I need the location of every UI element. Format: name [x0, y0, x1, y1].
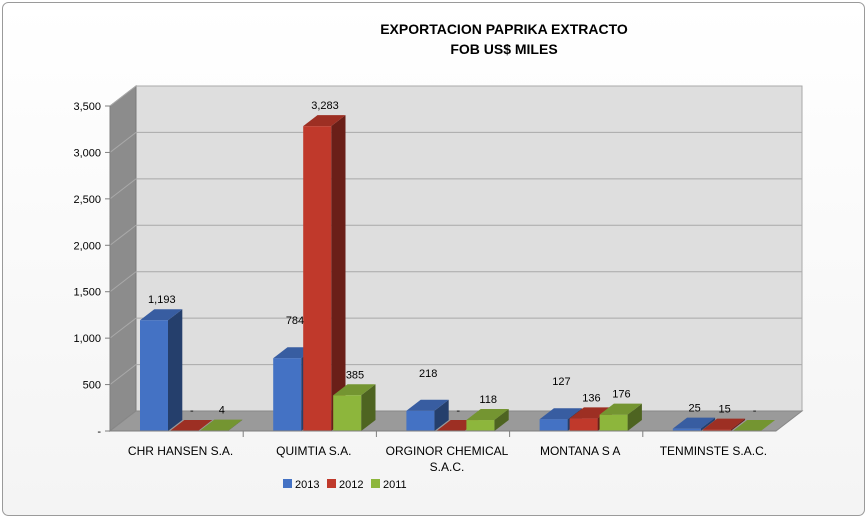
side-wall: [110, 86, 136, 431]
chart-title: EXPORTACION PAPRIKA EXTRACTO: [380, 21, 628, 37]
data-label: -: [456, 405, 460, 417]
data-label: 176: [612, 389, 630, 401]
data-label: 15: [718, 404, 730, 416]
bar-side: [331, 115, 345, 431]
data-label: 1,193: [148, 294, 176, 306]
y-tick-label: 3,000: [73, 147, 101, 159]
x-tick-label: TENMINSTE S.A.C.: [660, 444, 767, 458]
legend-swatch: [283, 479, 292, 488]
data-label: 25: [688, 403, 700, 415]
data-label: -: [753, 405, 757, 417]
x-tick-label: MONTANA S A: [540, 444, 620, 458]
y-tick-label: 1,500: [73, 287, 101, 299]
data-label: 4: [219, 405, 225, 417]
legend-swatch: [371, 479, 380, 488]
y-tick-label: 3,500: [73, 101, 101, 113]
bar: [466, 420, 494, 431]
x-tick-label: ORGINOR CHEMICAL: [386, 444, 509, 458]
y-tick-label: 2,000: [73, 240, 101, 252]
data-label: -: [190, 405, 194, 417]
data-label: 3,283: [311, 100, 339, 112]
data-label: 218: [419, 368, 437, 380]
y-tick-label: 2,500: [73, 194, 101, 206]
bar-side: [168, 309, 182, 431]
x-tick-label: CHR HANSEN S.A.: [128, 444, 233, 458]
bar: [600, 415, 628, 431]
data-label: 136: [582, 392, 600, 404]
legend-label: 2011: [383, 479, 407, 491]
chart-walls: [110, 86, 802, 431]
chart-subtitle: FOB US$ MILES: [450, 41, 557, 57]
y-tick-label: 1,000: [73, 333, 101, 345]
bar: [303, 126, 331, 431]
legend: 2013 2012 2011: [283, 479, 407, 491]
bar: [140, 320, 168, 431]
bar: [406, 411, 434, 431]
bar: [570, 418, 598, 431]
data-label: 784: [286, 315, 304, 327]
legend-label: 2012: [339, 479, 363, 491]
y-tick-label: 500: [83, 380, 101, 392]
data-label: 118: [479, 394, 497, 406]
bar: [273, 358, 301, 431]
legend-label: 2013: [295, 479, 319, 491]
x-tick-label: QUIMTIA S.A.: [276, 444, 351, 458]
bar: [333, 395, 361, 431]
back-wall: [136, 86, 802, 411]
y-tick-label: -: [97, 426, 101, 438]
data-label: 127: [552, 376, 570, 388]
legend-swatch: [327, 479, 336, 488]
data-label: 385: [346, 369, 364, 381]
x-tick-label: S.A.C.: [430, 460, 465, 474]
bar: [540, 419, 568, 431]
